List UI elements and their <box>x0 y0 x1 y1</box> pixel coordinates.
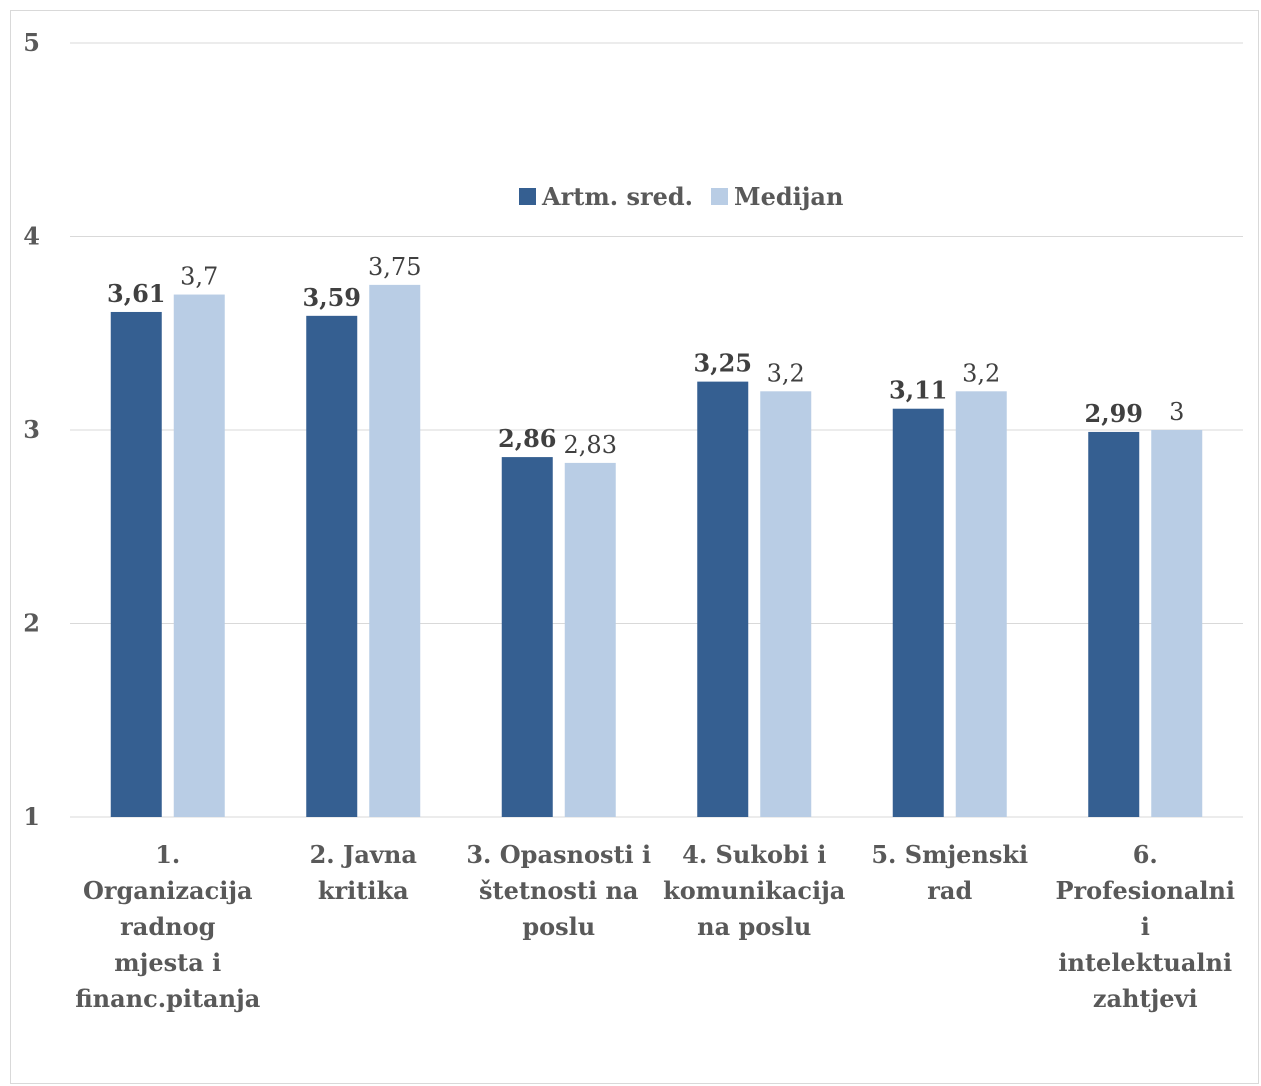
x-tick-label: 1. Organizacija radnog mjesta i financ.pitan… <box>75 840 260 1013</box>
legend-swatch <box>519 188 536 205</box>
bars <box>110 284 1203 817</box>
data-label: 2,83 <box>564 431 617 459</box>
data-label: 3,25 <box>694 349 752 378</box>
data-label: 3,59 <box>303 283 361 312</box>
data-label: 3 <box>1169 398 1184 426</box>
x-axis: 1. Organizacija radnog mjesta i financ.pitan… <box>75 840 1235 1013</box>
bar-mean <box>892 408 944 817</box>
bar-median <box>955 391 1007 817</box>
data-label: 2,99 <box>1085 399 1143 428</box>
bar-median <box>760 391 812 817</box>
data-labels: 3,61 3,7 3,593,75 2,86 2,83 3,25 3,2 3,11 3,2 2,9… <box>107 253 1184 459</box>
bar-median <box>564 462 616 817</box>
x-tick-label: 2. Javna kritika <box>310 840 417 905</box>
x-tick-label: 6. Profesionalni i intelektualni zahtjevi <box>1055 840 1235 1013</box>
bar-median <box>1151 430 1203 817</box>
bar-mean <box>306 315 358 817</box>
bar-median <box>369 284 421 817</box>
data-label: 3,11 <box>889 376 947 405</box>
data-label: 3,2 <box>962 359 1000 387</box>
chart-frame <box>10 10 1259 1084</box>
y-tick-label: 3 <box>23 415 40 444</box>
bar-mean <box>501 457 553 817</box>
legend: Artm. sred. Medijan <box>519 182 843 211</box>
legend-label: Medijan <box>734 182 843 211</box>
y-tick-label: 1 <box>23 802 40 831</box>
bar-mean <box>697 381 749 817</box>
x-tick-label: 3. Opasnosti i štetnosti na poslu <box>466 840 651 941</box>
bar-mean <box>1088 431 1140 817</box>
legend-label: Artm. sred. <box>541 182 693 211</box>
y-tick-label: 4 <box>23 222 40 251</box>
y-tick-label: 5 <box>23 28 40 57</box>
data-label: 3,7 <box>180 263 218 291</box>
gridlines <box>70 42 1243 818</box>
data-label: 3,2 <box>767 359 805 387</box>
y-tick-label: 2 <box>23 609 40 638</box>
x-tick-label: 4. Sukobi i komunikacija na poslu <box>663 840 845 941</box>
data-label: 3,61 <box>107 279 165 308</box>
data-label: 2,86 <box>498 424 556 453</box>
bar-mean <box>110 311 162 817</box>
bar-median <box>173 294 225 817</box>
legend-swatch <box>711 188 728 205</box>
x-tick-label: 5. Smjenski rad <box>871 840 1028 905</box>
data-label: 3,75 <box>368 253 421 281</box>
y-axis: 1 2 3 4 5 <box>23 28 40 831</box>
